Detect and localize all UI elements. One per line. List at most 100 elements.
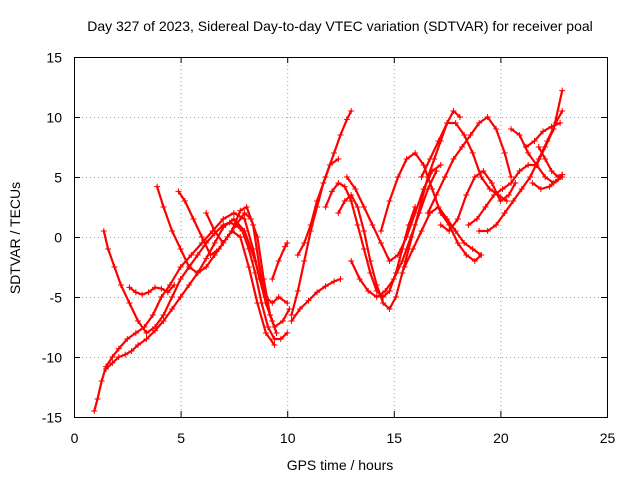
data-point: [516, 132, 523, 138]
data-point: [102, 366, 109, 372]
series-7: [269, 240, 291, 282]
data-point: [220, 240, 227, 246]
data-point: [271, 342, 278, 348]
data-layer: [91, 87, 566, 414]
data-point: [237, 234, 244, 240]
data-point: [476, 228, 483, 234]
data-point: [354, 204, 361, 210]
data-point: [542, 174, 549, 180]
data-point: [531, 138, 538, 144]
data-point: [360, 228, 367, 234]
data-point: [484, 228, 491, 234]
data-point: [461, 132, 468, 138]
data-point: [134, 318, 141, 324]
data-point: [516, 168, 523, 174]
data-point: [557, 120, 564, 126]
data-point: [382, 288, 389, 294]
data-point: [478, 174, 485, 180]
data-point: [307, 222, 314, 228]
data-point: [424, 210, 431, 216]
data-point: [542, 156, 549, 162]
data-point: [456, 114, 463, 120]
data-point: [365, 288, 372, 294]
data-point: [305, 297, 312, 304]
data-point: [100, 228, 107, 234]
series-14: [348, 168, 440, 300]
data-point: [124, 336, 131, 342]
data-point: [559, 171, 566, 178]
data-point: [252, 258, 259, 264]
data-point: [273, 330, 280, 336]
data-point: [228, 228, 235, 234]
y-tick-label: 5: [54, 170, 62, 186]
data-point: [256, 264, 263, 270]
series-trace: [439, 169, 517, 233]
data-point: [473, 216, 480, 222]
data-point: [160, 204, 167, 210]
data-point: [501, 210, 508, 216]
data-point: [476, 120, 483, 126]
data-point: [132, 330, 139, 336]
data-point: [554, 176, 561, 183]
series-trace: [403, 205, 483, 269]
data-point: [373, 294, 380, 300]
data-point: [158, 294, 165, 300]
data-point: [164, 289, 171, 296]
data-point: [360, 246, 367, 252]
data-point: [322, 204, 329, 210]
data-point: [471, 174, 478, 180]
data-point: [160, 318, 167, 324]
data-point: [331, 278, 338, 285]
data-point: [537, 186, 544, 192]
series-trace: [510, 89, 564, 167]
data-point: [115, 345, 122, 352]
y-tick-label: 0: [54, 230, 62, 246]
series-trace: [296, 109, 353, 257]
data-point: [399, 258, 406, 264]
data-point: [194, 270, 201, 276]
data-point: [241, 210, 248, 216]
data-point: [459, 144, 466, 150]
data-point: [471, 258, 478, 264]
data-point: [441, 174, 448, 180]
data-point: [488, 180, 495, 186]
data-point: [508, 174, 515, 180]
data-point: [546, 183, 553, 190]
data-point: [467, 132, 474, 138]
data-point: [484, 114, 491, 120]
data-point: [403, 156, 410, 162]
data-point: [111, 264, 118, 270]
data-point: [510, 198, 517, 204]
y-tick-label: -5: [50, 290, 63, 306]
data-point: [186, 282, 193, 288]
data-point: [177, 294, 184, 300]
data-point: [269, 276, 276, 282]
data-point: [109, 360, 116, 366]
data-point: [188, 252, 195, 258]
data-point: [143, 330, 150, 336]
grid: [74, 57, 607, 417]
series-3: [126, 282, 178, 298]
data-point: [139, 291, 146, 298]
data-point: [452, 228, 459, 234]
series-trace: [205, 205, 274, 323]
data-point: [433, 192, 440, 198]
data-point: [288, 312, 295, 318]
data-point: [482, 204, 489, 210]
data-point: [275, 294, 282, 300]
data-point: [122, 351, 129, 358]
data-point: [527, 174, 534, 180]
data-point: [454, 240, 461, 246]
data-point: [322, 174, 329, 180]
data-point: [343, 174, 350, 180]
series-trace: [337, 109, 461, 311]
data-point: [181, 198, 188, 204]
data-point: [493, 222, 500, 228]
data-point: [352, 186, 359, 192]
data-point: [493, 126, 500, 132]
data-point: [525, 162, 532, 168]
x-tick-label: 25: [600, 430, 616, 446]
data-point: [284, 330, 291, 336]
data-point: [277, 336, 284, 342]
